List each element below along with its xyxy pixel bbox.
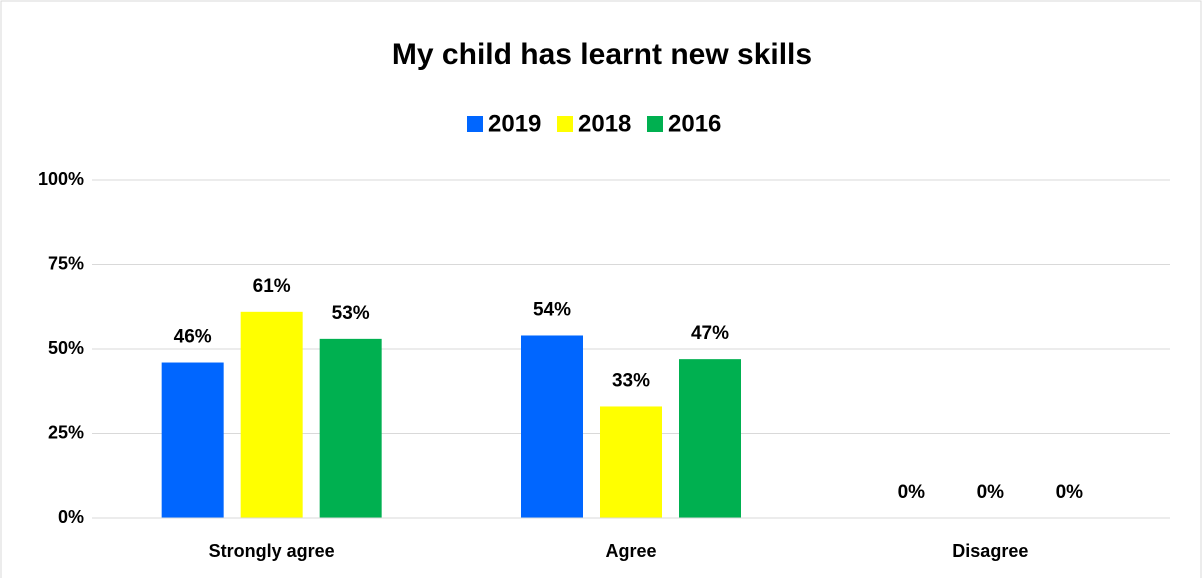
value-label: 33% — [612, 370, 650, 391]
x-tick-label: Strongly agree — [209, 541, 335, 561]
bar — [679, 359, 741, 518]
bar — [600, 406, 662, 518]
bar — [240, 311, 303, 518]
legend-label: 2018 — [578, 110, 631, 137]
value-label: 54% — [533, 299, 571, 320]
x-tick-label: Agree — [605, 541, 656, 561]
chart-title: My child has learnt new skills — [392, 38, 812, 71]
value-label: 0% — [898, 482, 926, 503]
value-label: 0% — [1056, 482, 1084, 503]
value-label: 47% — [691, 323, 729, 344]
value-label: 53% — [332, 303, 370, 324]
x-tick-label: Disagree — [952, 541, 1028, 561]
legend-swatch — [557, 116, 573, 132]
bar — [319, 338, 382, 518]
legend-label: 2019 — [488, 110, 541, 137]
value-label: 0% — [977, 482, 1005, 503]
y-tick-label: 0% — [58, 507, 84, 527]
value-label: 61% — [253, 276, 291, 297]
bar — [161, 362, 224, 518]
legend-label: 2016 — [668, 110, 721, 137]
value-label: 46% — [174, 327, 212, 348]
bar — [521, 335, 583, 518]
legend-swatch — [467, 116, 483, 132]
y-tick-label: 50% — [48, 338, 84, 358]
y-tick-label: 75% — [48, 253, 84, 273]
y-tick-label: 25% — [48, 422, 84, 442]
legend-swatch — [647, 116, 663, 132]
y-tick-label: 100% — [38, 169, 84, 189]
